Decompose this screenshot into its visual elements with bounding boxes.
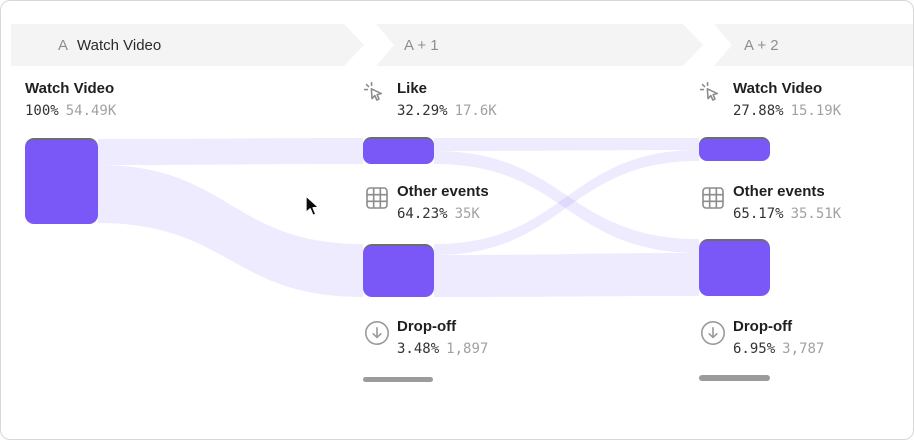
node-label: Drop-off xyxy=(397,318,457,335)
node-stats: 64.23% 35K xyxy=(397,206,480,222)
event-block-like[interactable] xyxy=(363,137,434,164)
node-stats: 6.95% 3,787 xyxy=(733,341,824,357)
node-label: Watch Video xyxy=(25,80,115,97)
flow-like-to-watchvideo[interactable] xyxy=(434,138,699,151)
step-header-a2[interactable]: A + 2 xyxy=(714,24,913,66)
flow-watchvideo-to-otherevents[interactable] xyxy=(98,165,363,297)
step-header-a1[interactable]: A + 1 xyxy=(376,24,703,66)
step-label: A + 1 xyxy=(404,36,439,54)
click-icon xyxy=(363,81,386,104)
node-label: Like xyxy=(397,80,428,97)
node-label: Other events xyxy=(733,183,825,200)
mouse-cursor xyxy=(305,195,322,223)
grid-icon xyxy=(364,185,390,211)
dropoff-bar-a1[interactable] xyxy=(363,377,433,382)
node-label: Drop-off xyxy=(733,318,793,335)
node-percent: 3.48% xyxy=(397,341,440,357)
node-count: 35.51K xyxy=(790,206,842,222)
grid-icon xyxy=(700,185,726,211)
flow-like-to-otherevents[interactable] xyxy=(434,151,699,253)
event-block-watchvideo-a2[interactable] xyxy=(699,137,770,161)
node-label: Other events xyxy=(397,183,489,200)
event-block-watchvideo-a[interactable] xyxy=(25,138,98,224)
node-stats: 100% 54.49K xyxy=(25,103,116,119)
dropoff-bar-a2[interactable] xyxy=(699,375,770,381)
dropoff-icon xyxy=(363,319,391,347)
node-percent: 32.29% xyxy=(397,103,448,119)
node-percent: 65.17% xyxy=(733,206,784,222)
node-percent: 6.95% xyxy=(733,341,776,357)
node-stats: 27.88% 15.19K xyxy=(733,103,841,119)
node-stats: 65.17% 35.51K xyxy=(733,206,841,222)
step-header-a[interactable]: A Watch Video xyxy=(11,24,364,66)
flow-watchvideo-to-like[interactable] xyxy=(98,138,363,165)
step-label: Watch Video xyxy=(77,36,162,54)
node-count: 15.19K xyxy=(790,103,842,119)
node-count: 17.6K xyxy=(454,103,497,119)
node-percent: 100% xyxy=(25,103,59,119)
node-count: 1,897 xyxy=(446,341,489,357)
node-count: 54.49K xyxy=(65,103,117,119)
flow-otherevents-to-watchvideo[interactable] xyxy=(434,150,699,255)
node-count: 35K xyxy=(454,206,480,222)
event-block-otherevents-a1[interactable] xyxy=(363,244,434,297)
node-label: Watch Video xyxy=(733,80,823,97)
node-percent: 64.23% xyxy=(397,206,448,222)
node-stats: 3.48% 1,897 xyxy=(397,341,488,357)
node-percent: 27.88% xyxy=(733,103,784,119)
event-block-otherevents-a2[interactable] xyxy=(699,239,770,296)
step-letter: A xyxy=(58,36,69,54)
step-label: A + 2 xyxy=(744,36,779,54)
click-icon xyxy=(699,81,722,104)
node-count: 3,787 xyxy=(782,341,825,357)
node-stats: 32.29% 17.6K xyxy=(397,103,497,119)
flow-otherevents-to-otherevents[interactable] xyxy=(434,253,699,297)
dropoff-icon xyxy=(699,319,727,347)
